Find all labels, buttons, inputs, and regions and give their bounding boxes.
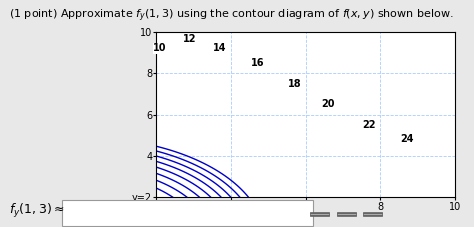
Bar: [337, 212, 356, 213]
Text: 20: 20: [321, 99, 335, 109]
Text: 10: 10: [154, 43, 167, 53]
Text: 22: 22: [363, 120, 376, 130]
Bar: [337, 214, 356, 215]
Bar: [310, 215, 329, 216]
Bar: [363, 215, 382, 216]
Text: 14: 14: [213, 43, 227, 53]
Text: 24: 24: [400, 134, 413, 145]
Bar: [363, 214, 382, 215]
Text: 12: 12: [183, 34, 197, 44]
Bar: [337, 215, 356, 216]
Text: 16: 16: [250, 58, 264, 68]
Bar: [310, 214, 329, 215]
Bar: [363, 212, 382, 213]
Text: (1 point) Approximate $f_y(1,3)$ using the contour diagram of $f(x,y)$ shown bel: (1 point) Approximate $f_y(1,3)$ using t…: [9, 7, 454, 24]
Text: 18: 18: [288, 79, 301, 89]
Text: $f_y(1,3) \approx$: $f_y(1,3) \approx$: [9, 202, 65, 220]
Bar: [62, 200, 313, 226]
Bar: [310, 212, 329, 213]
